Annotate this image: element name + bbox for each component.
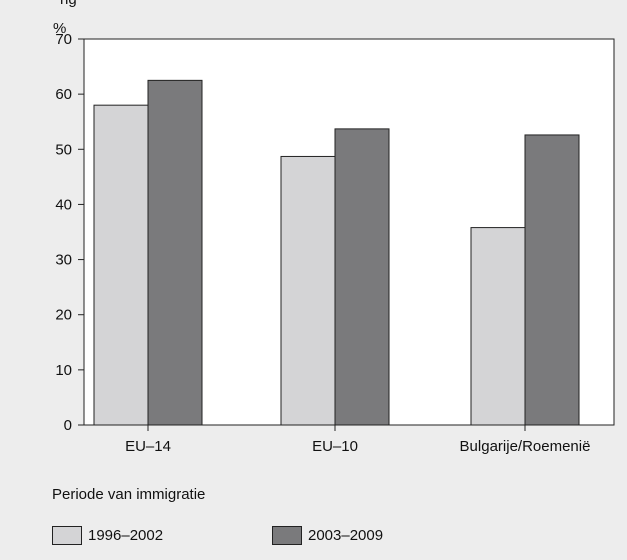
- chart-title-partial: ng: [60, 0, 77, 8]
- y-tick-label: 20: [55, 307, 72, 324]
- x-category-label: EU–10: [312, 438, 358, 455]
- x-category-label: EU–14: [125, 438, 171, 455]
- bar-1-1: [93, 104, 149, 426]
- bar-2-2: [334, 128, 390, 426]
- y-unit-label: %: [53, 20, 66, 37]
- x-axis: EU–14 EU–10 Bulgarije/Roemenië: [125, 425, 590, 455]
- y-tick-label: 60: [55, 86, 72, 103]
- bar-1-3: [470, 227, 526, 426]
- y-tick-label: 70: [55, 31, 72, 48]
- y-tick-label: 0: [64, 417, 72, 434]
- legend-item-series-1: 1996–2002: [52, 526, 163, 545]
- legend-swatch-series-1: [52, 526, 82, 545]
- y-tick-label: 50: [55, 141, 72, 158]
- y-tick-label: 10: [55, 362, 72, 379]
- bars: [93, 79, 580, 426]
- y-tick-label: 30: [55, 252, 72, 269]
- bar-2-3: [524, 134, 580, 426]
- bar-2-1: [147, 79, 203, 426]
- legend-label-series-2: 2003–2009: [308, 527, 384, 544]
- y-tick-label: 40: [55, 196, 72, 213]
- legend-swatch-series-2: [272, 526, 302, 545]
- bar-chart: 0 10 20 30 40 50 60 70 EU–14 EU–10 Bulgarije/Roem…: [53, 20, 615, 455]
- legend-title: Periode van immigratie: [52, 486, 206, 503]
- legend-item-series-2: 2003–2009: [272, 526, 383, 545]
- x-category-label: Bulgarije/Roemenië: [460, 438, 591, 455]
- y-axis: 0 10 20 30 40 50 60 70: [55, 31, 84, 434]
- legend-label-series-1: 1996–2002: [88, 527, 164, 544]
- bar-1-2: [280, 155, 336, 426]
